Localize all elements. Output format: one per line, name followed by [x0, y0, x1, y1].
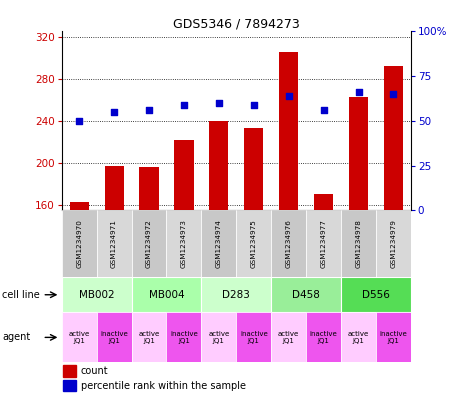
Point: [250, 102, 257, 108]
Text: active
JQ1: active JQ1: [208, 331, 229, 344]
Bar: [209, 121, 228, 210]
Bar: [376, 210, 411, 277]
Text: GSM1234973: GSM1234973: [181, 219, 187, 268]
Text: GSM1234971: GSM1234971: [111, 219, 117, 268]
Bar: [97, 210, 132, 277]
Text: count: count: [81, 366, 109, 376]
Point: [76, 118, 83, 124]
Bar: [271, 277, 341, 312]
Bar: [306, 312, 341, 362]
Text: active
JQ1: active JQ1: [68, 331, 90, 344]
Text: inactive
JQ1: inactive JQ1: [240, 331, 267, 344]
Point: [110, 109, 118, 115]
Point: [355, 89, 362, 95]
Bar: [132, 277, 201, 312]
Bar: [132, 210, 166, 277]
Text: D556: D556: [362, 290, 390, 300]
Bar: [140, 167, 159, 210]
Text: active
JQ1: active JQ1: [348, 331, 369, 344]
Bar: [132, 312, 166, 362]
Text: D458: D458: [292, 290, 320, 300]
Bar: [384, 66, 403, 210]
Bar: [167, 312, 201, 362]
Bar: [62, 312, 97, 362]
Text: inactive
JQ1: inactive JQ1: [310, 331, 337, 344]
Text: inactive
JQ1: inactive JQ1: [170, 331, 198, 344]
Bar: [341, 210, 376, 277]
Point: [215, 100, 223, 106]
Bar: [306, 210, 341, 277]
Text: D283: D283: [222, 290, 250, 300]
Text: GSM1234972: GSM1234972: [146, 219, 152, 268]
Point: [390, 91, 397, 97]
Point: [145, 107, 153, 113]
Bar: [271, 210, 306, 277]
Bar: [97, 312, 132, 362]
Text: percentile rank within the sample: percentile rank within the sample: [81, 381, 246, 391]
Bar: [201, 277, 271, 312]
Point: [180, 102, 188, 108]
Bar: [341, 277, 411, 312]
Text: GSM1234970: GSM1234970: [76, 219, 82, 268]
Text: GSM1234974: GSM1234974: [216, 219, 222, 268]
Bar: [64, 380, 76, 391]
Text: inactive
JQ1: inactive JQ1: [380, 331, 407, 344]
Bar: [62, 277, 132, 312]
Bar: [174, 140, 193, 210]
Text: agent: agent: [2, 332, 30, 342]
Bar: [64, 365, 76, 377]
Bar: [201, 312, 237, 362]
Text: inactive
JQ1: inactive JQ1: [100, 331, 128, 344]
Text: GSM1234976: GSM1234976: [285, 219, 292, 268]
Text: active
JQ1: active JQ1: [138, 331, 160, 344]
Text: GSM1234978: GSM1234978: [355, 219, 361, 268]
Bar: [349, 97, 368, 210]
Bar: [314, 195, 333, 210]
Bar: [104, 166, 124, 210]
Bar: [70, 202, 89, 210]
Bar: [237, 312, 271, 362]
Text: cell line: cell line: [2, 290, 40, 300]
Title: GDS5346 / 7894273: GDS5346 / 7894273: [173, 17, 300, 30]
Bar: [279, 53, 298, 210]
Bar: [237, 210, 271, 277]
Text: GSM1234975: GSM1234975: [251, 219, 257, 268]
Point: [285, 93, 293, 99]
Text: MB002: MB002: [79, 290, 114, 300]
Bar: [376, 312, 411, 362]
Bar: [167, 210, 201, 277]
Bar: [201, 210, 237, 277]
Text: active
JQ1: active JQ1: [278, 331, 299, 344]
Text: MB004: MB004: [149, 290, 184, 300]
Text: GSM1234977: GSM1234977: [321, 219, 327, 268]
Bar: [62, 210, 97, 277]
Text: GSM1234979: GSM1234979: [390, 219, 397, 268]
Bar: [271, 312, 306, 362]
Point: [320, 107, 327, 113]
Bar: [244, 128, 263, 210]
Bar: [341, 312, 376, 362]
